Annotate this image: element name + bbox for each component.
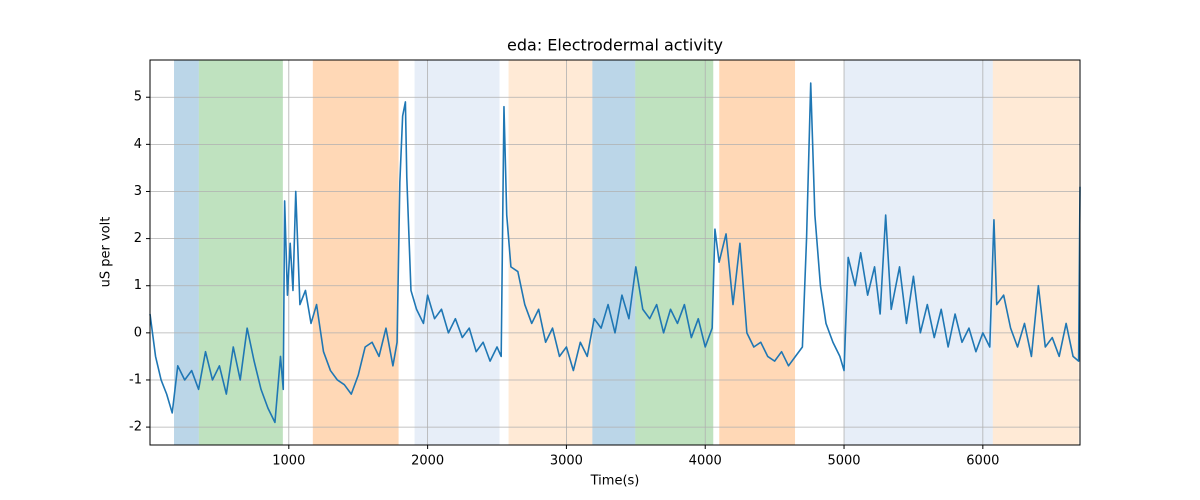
highlight-span (844, 60, 993, 445)
x-axis-label: Time(s) (590, 474, 640, 489)
highlight-span (635, 60, 714, 445)
chart-title: eda: Electrodermal activity (507, 36, 723, 55)
y-tick-label: 2 (134, 231, 142, 246)
x-tick-label: 1000 (272, 454, 305, 469)
y-tick-label: 3 (134, 184, 142, 199)
y-axis-label: uS per volt (99, 217, 114, 288)
x-tick-label: 3000 (550, 454, 583, 469)
x-tick-label: 4000 (689, 454, 722, 469)
highlight-span (719, 60, 796, 445)
y-tick-label: -2 (129, 420, 142, 435)
y-tick-label: 1 (134, 278, 142, 293)
x-tick-label: 5000 (827, 454, 860, 469)
highlight-span (174, 60, 199, 445)
highlight-span (508, 60, 593, 445)
y-tick-label: 0 (134, 325, 142, 340)
x-tick-label: 6000 (966, 454, 999, 469)
highlight-span (592, 60, 636, 445)
y-tick-label: 4 (134, 137, 142, 152)
y-tick-label: 5 (134, 90, 142, 105)
highlight-span (312, 60, 399, 445)
plot-frame (149, 59, 1081, 446)
highlight-span (198, 60, 283, 445)
x-tick-label: 2000 (411, 454, 444, 469)
y-tick-label: -1 (129, 372, 142, 387)
data-line (149, 82, 1081, 424)
highlight-span (414, 60, 500, 445)
highlight-span (992, 60, 1079, 445)
